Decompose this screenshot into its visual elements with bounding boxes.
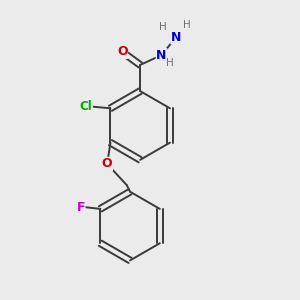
Text: F: F xyxy=(76,201,85,214)
Text: N: N xyxy=(156,49,167,62)
Text: H: H xyxy=(166,58,173,68)
Text: N: N xyxy=(171,31,181,44)
Text: O: O xyxy=(117,45,128,58)
Text: O: O xyxy=(102,158,112,170)
Text: H: H xyxy=(183,20,190,30)
Text: Cl: Cl xyxy=(80,100,92,113)
Text: H: H xyxy=(159,22,167,32)
